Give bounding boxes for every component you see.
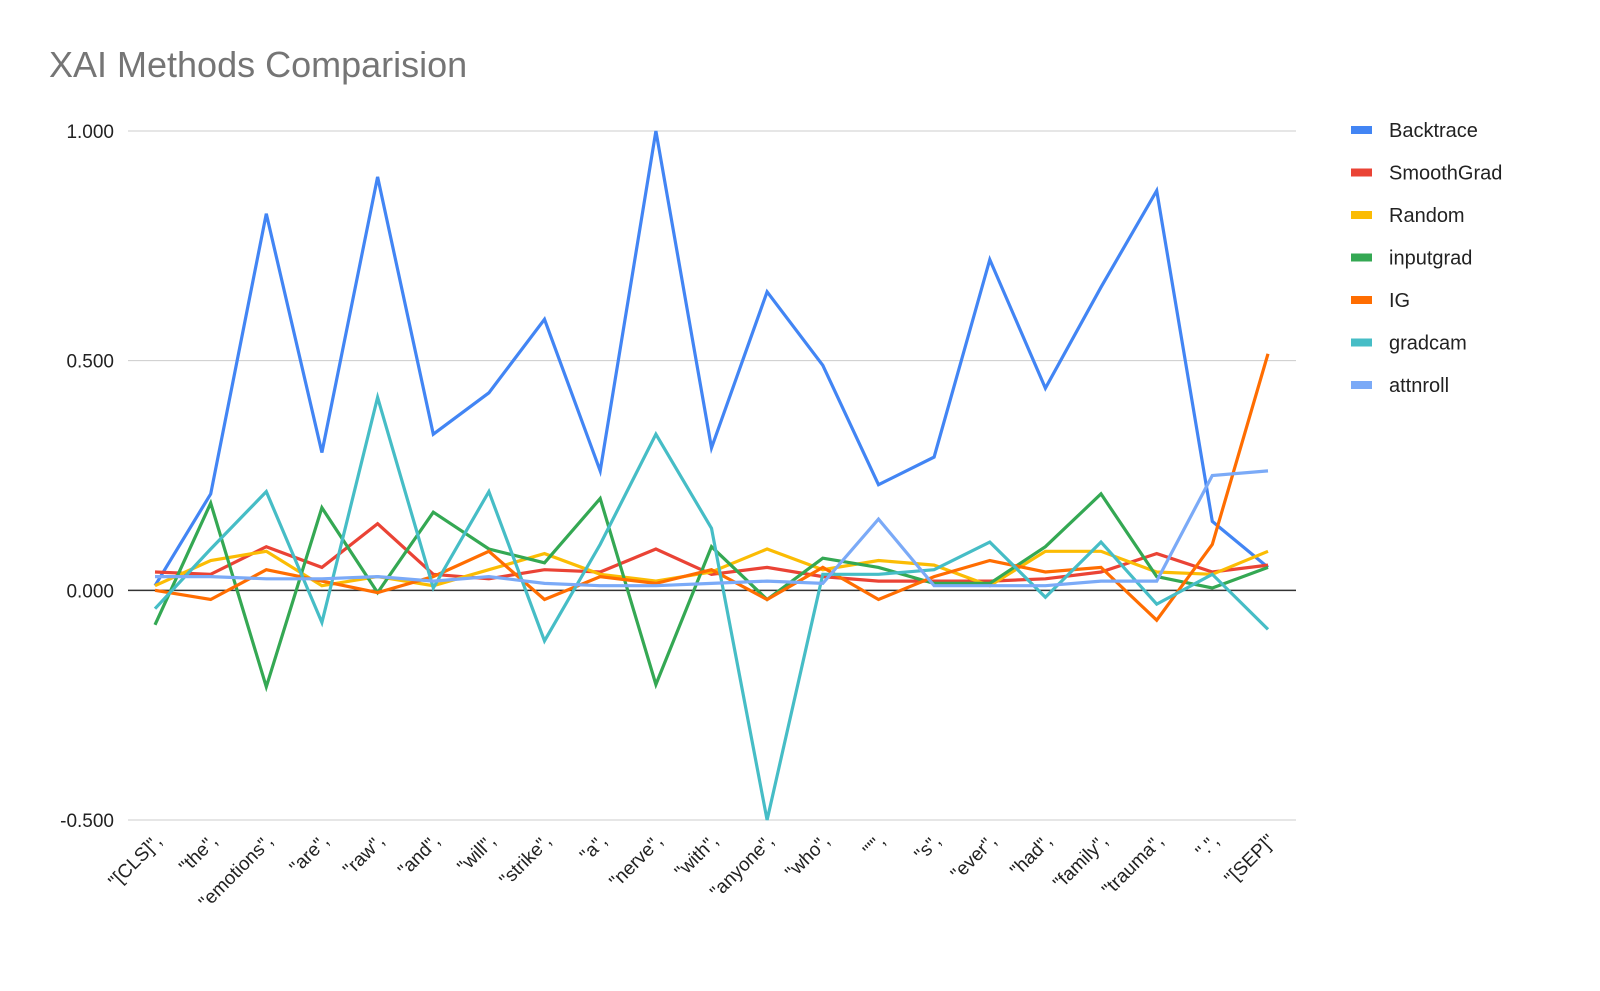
legend-label: inputgrad <box>1389 248 1472 270</box>
x-tick-label: "had", <box>1006 831 1057 882</box>
legend-swatch <box>1351 253 1372 262</box>
series-line-inputgrad <box>153 491 1269 693</box>
legend: Backtrace SmoothGrad Random inputgrad IG grad… <box>1351 120 1502 397</box>
legend-swatch <box>1351 211 1372 219</box>
legend-swatch <box>1351 296 1372 304</box>
legend-swatch <box>1351 168 1372 177</box>
legend-swatch <box>1351 338 1372 347</box>
legend-swatch <box>1351 381 1372 389</box>
y-tick-label: 0.000 <box>66 581 114 602</box>
series-line-gradcam <box>153 391 1270 821</box>
series-line-attnroll <box>155 469 1269 588</box>
x-tick-label: "nerve", <box>606 831 668 893</box>
legend-label: Random <box>1389 205 1465 227</box>
x-tick-label: "s", <box>911 831 946 866</box>
x-tick-label: "[SEP]" <box>1221 831 1280 890</box>
y-axis-ticks: 1.000 0.500 0.000 -0.500 <box>60 122 114 832</box>
x-tick-label: "and", <box>394 831 445 882</box>
series-lines <box>153 130 1270 821</box>
chart-title: XAI Methods Comparision <box>49 44 468 85</box>
gridlines <box>128 130 1296 821</box>
x-tick-label: "trauma", <box>1098 831 1168 901</box>
x-tick-label: "are", <box>286 831 334 879</box>
legend-label: Backtrace <box>1389 120 1478 142</box>
x-axis-ticks: "[CLS]", "the","emotions", "are", "raw", "an… <box>105 831 1280 914</box>
x-tick-label: "strike", <box>496 831 556 891</box>
x-tick-label: "a", <box>576 831 612 867</box>
y-tick-label: 1.000 <box>66 122 114 143</box>
legend-swatch <box>1351 126 1372 134</box>
x-tick-label: "[CLS]", <box>105 831 167 893</box>
legend-label: attnroll <box>1389 375 1449 397</box>
x-tick-label: "ever", <box>947 831 1001 885</box>
x-tick-label: "raw", <box>339 831 389 881</box>
x-tick-label: "with", <box>671 831 723 883</box>
x-tick-label: ".", <box>1192 831 1224 863</box>
legend-label: IG <box>1389 290 1410 312</box>
series-line-backtrace <box>153 130 1270 587</box>
series-line-random <box>154 547 1269 588</box>
x-tick-label: "the", <box>175 831 222 878</box>
y-tick-label: -0.500 <box>60 811 114 832</box>
x-tick-label: "will", <box>454 831 501 878</box>
legend-label: gradcam <box>1389 333 1467 355</box>
legend-label: SmoothGrad <box>1389 163 1502 185</box>
x-tick-label: "who", <box>782 831 835 884</box>
x-tick-label: "'", <box>859 831 890 862</box>
y-tick-label: 0.500 <box>66 352 114 373</box>
series-line-ig <box>154 353 1270 623</box>
